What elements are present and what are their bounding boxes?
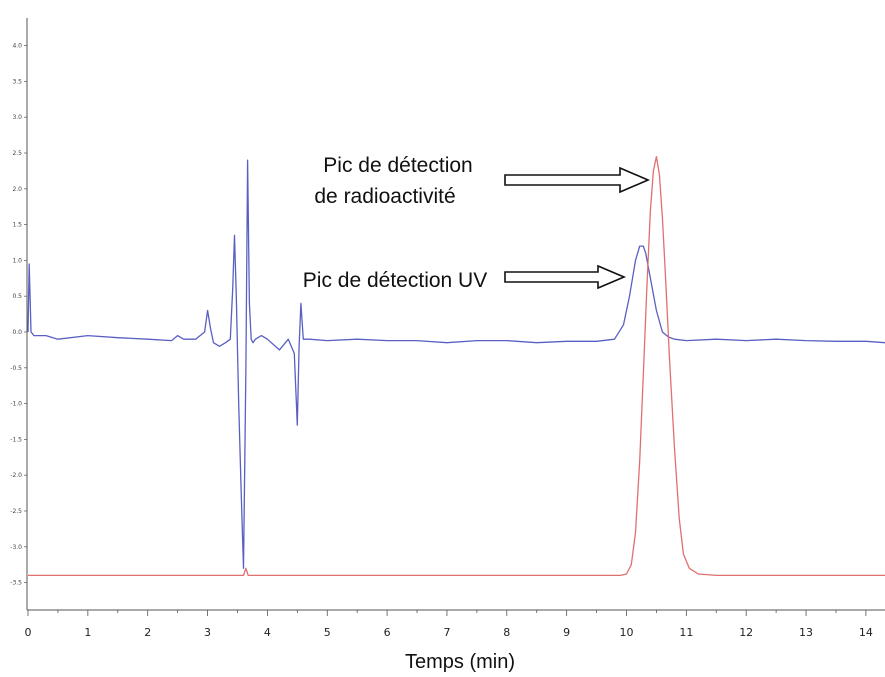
x-tick-label: 11 bbox=[679, 626, 693, 639]
x-tick-label: 12 bbox=[739, 626, 753, 639]
annotation-radioactivity-line-2: de radioactivité bbox=[314, 185, 455, 208]
series-layer bbox=[27, 155, 885, 577]
x-tick-label: 7 bbox=[443, 626, 450, 639]
uv-series-line bbox=[27, 159, 885, 569]
y-tick-label: -3.0 bbox=[10, 544, 22, 551]
x-tick-label: 8 bbox=[503, 626, 510, 639]
annotation-radioactivity: Pic de détection de radioactivité bbox=[314, 154, 651, 208]
y-tick-label: -1.5 bbox=[10, 436, 22, 443]
y-tick-label: -3.5 bbox=[10, 580, 22, 587]
y-tick-label: 3.5 bbox=[12, 78, 22, 85]
x-tick-label: 14 bbox=[859, 626, 873, 639]
y-ticks: 4.0 3.5 3.0 2.5 2.0 1.5 1.0 0.5 0.0 -0.5 -1.0 -1.5 -… bbox=[10, 43, 27, 587]
x-tick-label: 3 bbox=[204, 626, 211, 639]
annotation-uv-arrow bbox=[504, 264, 627, 290]
x-tick-label: 6 bbox=[384, 626, 391, 639]
radioactivity-series-line bbox=[28, 155, 885, 577]
y-tick-label: 1.5 bbox=[12, 222, 22, 229]
axes bbox=[26, 18, 885, 611]
y-tick-label: 3.0 bbox=[12, 114, 22, 121]
x-tick-label: 4 bbox=[264, 626, 271, 639]
x-tick-label: 13 bbox=[799, 626, 813, 639]
x-ticks: 0 1 2 3 4 5 6 7 8 9 10 11 12 13 14 bbox=[25, 610, 873, 639]
annotation-radioactivity-line-1: Pic de détection bbox=[323, 154, 472, 177]
y-tick-label: -2.0 bbox=[10, 472, 22, 479]
y-tick-label: -1.0 bbox=[10, 401, 22, 408]
y-tick-label: 0.5 bbox=[12, 293, 22, 300]
y-tick-label: 2.5 bbox=[12, 150, 22, 157]
x-tick-label: 1 bbox=[84, 626, 91, 639]
annotation-radioactivity-arrow bbox=[504, 166, 651, 194]
x-tick-label: 9 bbox=[563, 626, 570, 639]
x-tick-label: 2 bbox=[144, 626, 151, 639]
y-tick-label: -2.5 bbox=[10, 508, 22, 515]
y-tick-label: 4.0 bbox=[12, 43, 22, 50]
x-tick-label: 5 bbox=[324, 626, 331, 639]
y-tick-label: 2.0 bbox=[12, 186, 22, 193]
x-tick-label: 0 bbox=[25, 626, 32, 639]
x-tick-label: 10 bbox=[620, 626, 634, 639]
y-tick-label: 0.0 bbox=[12, 329, 22, 336]
annotation-uv: Pic de détection UV bbox=[303, 264, 627, 292]
y-tick-label: -0.5 bbox=[10, 365, 22, 372]
x-axis-title: Temps (min) bbox=[405, 651, 515, 673]
y-tick-label: 1.0 bbox=[12, 257, 22, 264]
annotation-uv-line-1: Pic de détection UV bbox=[303, 269, 487, 292]
